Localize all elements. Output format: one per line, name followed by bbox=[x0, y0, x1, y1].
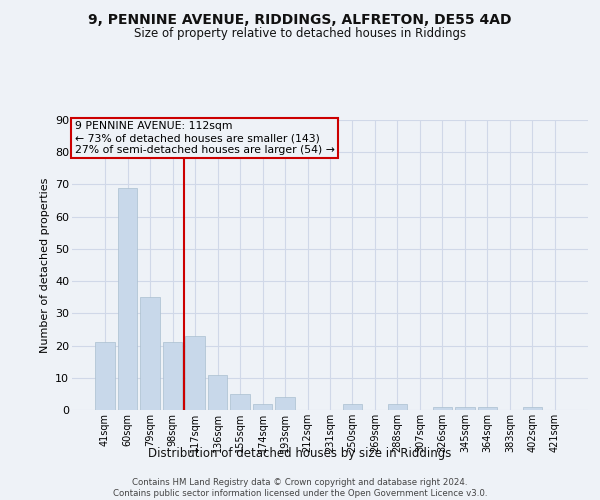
Text: Contains HM Land Registry data © Crown copyright and database right 2024.
Contai: Contains HM Land Registry data © Crown c… bbox=[113, 478, 487, 498]
Bar bbox=[343, 404, 362, 410]
Bar bbox=[118, 188, 137, 410]
Bar bbox=[253, 404, 272, 410]
Bar bbox=[388, 404, 407, 410]
Bar bbox=[95, 342, 115, 410]
Y-axis label: Number of detached properties: Number of detached properties bbox=[40, 178, 50, 352]
Text: Distribution of detached houses by size in Riddings: Distribution of detached houses by size … bbox=[148, 448, 452, 460]
Bar bbox=[185, 336, 205, 410]
Bar bbox=[208, 374, 227, 410]
Bar bbox=[523, 407, 542, 410]
Bar bbox=[230, 394, 250, 410]
Text: 9, PENNINE AVENUE, RIDDINGS, ALFRETON, DE55 4AD: 9, PENNINE AVENUE, RIDDINGS, ALFRETON, D… bbox=[88, 12, 512, 26]
Bar bbox=[275, 397, 295, 410]
Bar bbox=[433, 407, 452, 410]
Bar bbox=[478, 407, 497, 410]
Text: Size of property relative to detached houses in Riddings: Size of property relative to detached ho… bbox=[134, 28, 466, 40]
Bar bbox=[455, 407, 475, 410]
Text: 9 PENNINE AVENUE: 112sqm
← 73% of detached houses are smaller (143)
27% of semi-: 9 PENNINE AVENUE: 112sqm ← 73% of detach… bbox=[74, 122, 334, 154]
Bar bbox=[140, 297, 160, 410]
Bar bbox=[163, 342, 182, 410]
